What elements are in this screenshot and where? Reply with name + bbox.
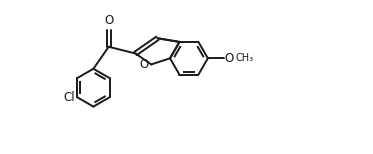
Text: O: O <box>104 14 113 27</box>
Text: CH₃: CH₃ <box>235 53 254 63</box>
Text: O: O <box>140 58 149 71</box>
Text: O: O <box>224 52 233 65</box>
Text: Cl: Cl <box>63 91 75 104</box>
